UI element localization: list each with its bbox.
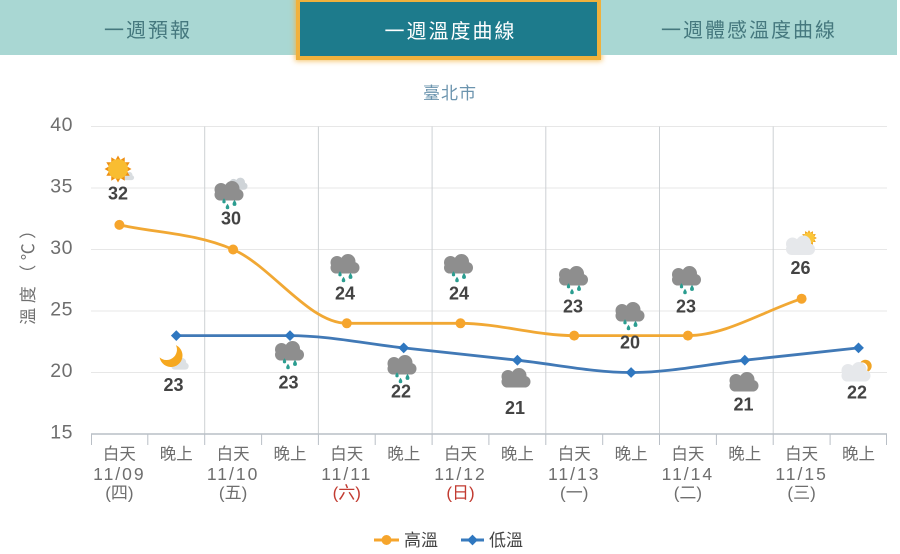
svg-text:高溫: 高溫 (404, 531, 438, 550)
svg-text:(三): (三) (787, 484, 815, 503)
svg-text:22: 22 (391, 382, 411, 402)
svg-text:25: 25 (50, 299, 73, 321)
svg-text:22: 22 (847, 383, 867, 403)
svg-text:低溫: 低溫 (489, 531, 523, 550)
svg-text:26: 26 (790, 258, 810, 278)
svg-text:11/10: 11/10 (207, 464, 260, 484)
svg-text:23: 23 (563, 297, 583, 317)
svg-text:11/13: 11/13 (548, 464, 601, 484)
svg-text:白天: 白天 (103, 445, 136, 464)
svg-text:晚上: 晚上 (615, 445, 648, 464)
svg-text:白天: 白天 (558, 445, 591, 464)
svg-text:晚上: 晚上 (160, 445, 193, 464)
svg-text:白天: 白天 (330, 445, 363, 464)
svg-text:24: 24 (449, 284, 469, 304)
svg-text:溫度（℃）: 溫度（℃） (19, 217, 38, 325)
svg-text:30: 30 (50, 237, 73, 259)
svg-text:(二): (二) (674, 484, 702, 503)
svg-text:20: 20 (620, 333, 640, 353)
svg-text:晚上: 晚上 (274, 445, 307, 464)
svg-text:白天: 白天 (217, 445, 250, 464)
svg-text:(一): (一) (560, 484, 588, 503)
svg-text:11/11: 11/11 (321, 464, 372, 484)
svg-text:23: 23 (163, 375, 183, 395)
svg-text:(日): (日) (446, 484, 474, 503)
svg-text:白天: 白天 (671, 445, 704, 464)
svg-text:21: 21 (505, 398, 525, 418)
svg-text:11/09: 11/09 (93, 464, 146, 484)
svg-text:24: 24 (335, 284, 355, 304)
svg-text:11/12: 11/12 (434, 464, 487, 484)
svg-text:23: 23 (676, 297, 696, 317)
svg-text:23: 23 (278, 373, 298, 393)
svg-text:晚上: 晚上 (387, 445, 420, 464)
svg-text:15: 15 (50, 422, 73, 444)
svg-text:35: 35 (50, 176, 73, 198)
svg-text:晚上: 晚上 (842, 445, 875, 464)
svg-text:20: 20 (50, 360, 73, 382)
svg-text:晚上: 晚上 (501, 445, 534, 464)
svg-text:(四): (四) (105, 484, 133, 503)
svg-text:30: 30 (221, 209, 241, 229)
svg-text:11/14: 11/14 (662, 464, 715, 484)
svg-text:(六): (六) (333, 484, 361, 503)
svg-text:晚上: 晚上 (728, 445, 761, 464)
svg-text:白天: 白天 (444, 445, 477, 464)
svg-text:白天: 白天 (785, 445, 818, 464)
svg-text:21: 21 (733, 395, 753, 415)
svg-text:32: 32 (108, 184, 128, 204)
svg-text:40: 40 (50, 114, 73, 136)
svg-text:(五): (五) (219, 484, 247, 503)
svg-text:11/15: 11/15 (775, 464, 828, 484)
